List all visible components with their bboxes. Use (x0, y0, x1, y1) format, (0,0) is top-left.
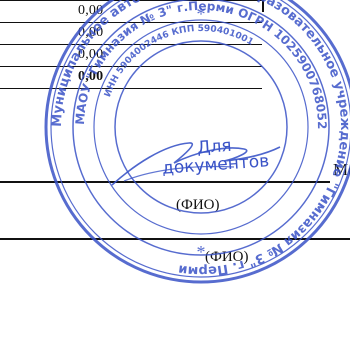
signature-line (0, 238, 350, 240)
fio-label: (ФИО) (205, 249, 249, 265)
table-row: 0,00 (0, 44, 262, 66)
table-right-border (262, 0, 264, 12)
table-row: 0,00 (0, 0, 262, 22)
official-stamp: Муниципальное автономное общеобразовател… (44, 0, 350, 284)
row-value: 0,00 (78, 25, 104, 40)
svg-text:*: * (197, 4, 206, 24)
table-row: 0,00 (0, 22, 262, 44)
signature-line (0, 181, 330, 183)
row-value: 0,00 (78, 47, 104, 62)
svg-text:*: * (197, 242, 206, 262)
fio-label: (ФИО) (176, 197, 220, 213)
handwritten-signature (111, 142, 281, 186)
row-value: 0,00 (78, 3, 104, 18)
